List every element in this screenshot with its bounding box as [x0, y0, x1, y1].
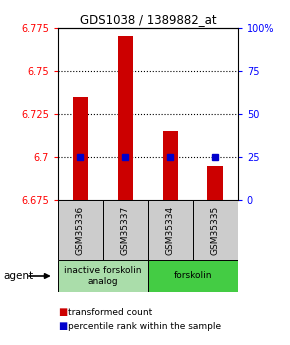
Text: GSM35337: GSM35337	[121, 206, 130, 255]
Text: transformed count: transformed count	[68, 308, 153, 317]
Text: percentile rank within the sample: percentile rank within the sample	[68, 322, 221, 331]
Bar	[117, 36, 133, 200]
Text: ■: ■	[58, 321, 67, 331]
Text: agent: agent	[3, 271, 33, 281]
Title: GDS1038 / 1389882_at: GDS1038 / 1389882_at	[79, 13, 216, 27]
Bar	[207, 166, 223, 200]
Bar	[148, 260, 238, 292]
Bar	[162, 131, 178, 200]
Text: ■: ■	[58, 307, 67, 317]
Bar	[58, 200, 103, 260]
Text: inactive forskolin
analog: inactive forskolin analog	[64, 266, 142, 286]
Bar	[58, 260, 148, 292]
Text: GSM35335: GSM35335	[211, 206, 220, 255]
Bar	[103, 200, 148, 260]
Bar	[72, 97, 88, 200]
Text: GSM35336: GSM35336	[76, 206, 85, 255]
Bar	[148, 200, 193, 260]
Text: forskolin: forskolin	[174, 272, 212, 280]
Text: GSM35334: GSM35334	[166, 206, 175, 255]
Bar	[193, 200, 238, 260]
